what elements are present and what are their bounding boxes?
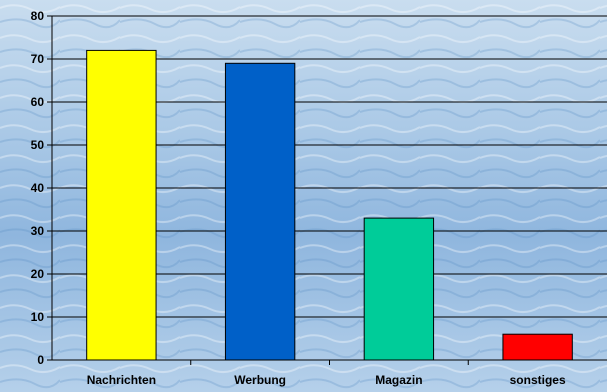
category-label: sonstiges	[510, 373, 566, 387]
y-tick-label: 40	[31, 181, 45, 195]
bars	[86, 49, 573, 361]
y-tick-label: 0	[37, 353, 44, 367]
y-tick-label: 20	[31, 267, 45, 281]
axes	[47, 15, 607, 365]
y-tick-label: 50	[31, 138, 45, 152]
bar-nachrichten	[86, 49, 157, 361]
y-tick-label: 80	[31, 9, 45, 23]
y-tick-label: 60	[31, 95, 45, 109]
y-tick-label: 30	[31, 224, 45, 238]
category-label: Werbung	[234, 373, 286, 387]
category-label: Nachrichten	[87, 373, 156, 387]
labels: 0 10 20 30 40 50 60 70 80 Nachrichten Werbung Magaz…	[31, 9, 566, 387]
y-tick-label: 10	[31, 310, 45, 324]
bar-sonstiges	[502, 333, 573, 361]
y-tick-label: 70	[31, 52, 45, 66]
bar-magazin	[363, 217, 435, 361]
category-label: Magazin	[375, 373, 422, 387]
bar-werbung	[224, 62, 296, 361]
